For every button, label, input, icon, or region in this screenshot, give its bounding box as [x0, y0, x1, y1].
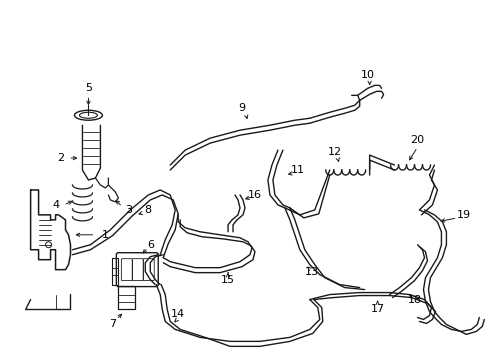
Text: 3: 3: [124, 205, 132, 215]
Text: 4: 4: [52, 200, 59, 210]
Text: 15: 15: [221, 275, 235, 285]
Text: 19: 19: [456, 210, 470, 220]
Text: 18: 18: [407, 294, 421, 305]
Text: 14: 14: [171, 310, 185, 319]
Text: 12: 12: [327, 147, 341, 157]
Text: 9: 9: [238, 103, 245, 113]
Text: 5: 5: [85, 84, 92, 93]
Text: 6: 6: [146, 240, 153, 250]
Text: 8: 8: [144, 205, 152, 215]
Text: 7: 7: [109, 319, 116, 329]
Text: 13: 13: [304, 267, 318, 276]
Text: 11: 11: [290, 165, 304, 175]
Text: 17: 17: [370, 305, 384, 315]
Text: 1: 1: [102, 230, 109, 240]
Text: 10: 10: [360, 71, 374, 80]
Text: 16: 16: [247, 190, 262, 200]
Text: 2: 2: [57, 153, 64, 163]
Text: 20: 20: [409, 135, 424, 145]
